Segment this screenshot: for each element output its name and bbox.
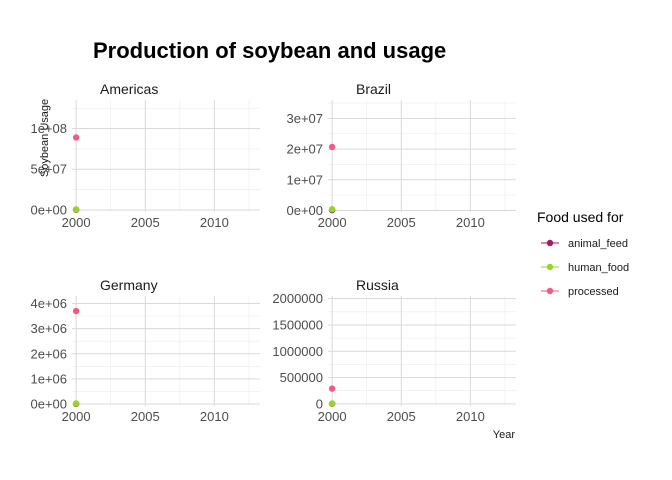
facet-panel-russia: 2000 2005 2010 0 500000 1000000 1500000 2000000… bbox=[272, 277, 516, 424]
x-tick-label: 2005 bbox=[131, 215, 160, 230]
facet-panel-americas: 2000 2005 2010 0e+00 5e+07 1e+08 Americas bbox=[30, 81, 260, 230]
data-point-processed bbox=[72, 307, 80, 315]
y-tick-label: 3e+06 bbox=[30, 321, 67, 336]
legend-item-processed: processed bbox=[541, 286, 619, 298]
y-tick-label: 500000 bbox=[280, 370, 323, 385]
x-tick-label: 2010 bbox=[200, 409, 229, 424]
y-tick-label: 1500000 bbox=[272, 317, 323, 332]
y-tick-label: 1e+08 bbox=[30, 121, 67, 136]
facet-title: Brazil bbox=[356, 81, 391, 97]
legend-item-animal_feed: animal_feed bbox=[541, 238, 628, 250]
x-axis-label: Year bbox=[493, 429, 516, 441]
legend-key-point bbox=[546, 287, 554, 295]
legend: Food used for animal_feed human_foodproce… bbox=[537, 209, 629, 298]
x-tick-label: 2005 bbox=[387, 215, 416, 230]
data-point-processed bbox=[328, 143, 336, 151]
x-tick-label: 2005 bbox=[387, 409, 416, 424]
data-point-processed bbox=[72, 134, 80, 141]
chart-title: Production of soybean and usage bbox=[93, 38, 446, 63]
y-axis-label: Soybean Usage bbox=[39, 99, 51, 177]
facet-panel-germany: 2000 2005 2010 0e+00 1e+06 2e+06 3e+06 4e+06 Ger… bbox=[30, 277, 260, 424]
x-tick-label: 2010 bbox=[456, 215, 485, 230]
data-point-human_food bbox=[328, 206, 336, 213]
y-tick-label: 1e+07 bbox=[286, 172, 323, 187]
y-tick-label: 0e+00 bbox=[30, 202, 67, 217]
y-tick-label: 2e+06 bbox=[30, 346, 67, 361]
legend-label: processed bbox=[568, 286, 619, 298]
x-tick-label: 2010 bbox=[200, 215, 229, 230]
y-tick-label: 1e+06 bbox=[30, 371, 67, 386]
legend-key-point bbox=[546, 239, 554, 247]
facet-title: Russia bbox=[356, 277, 399, 293]
y-tick-label: 0 bbox=[316, 396, 323, 411]
facet-title: Germany bbox=[100, 277, 158, 293]
x-tick-label: 2005 bbox=[131, 409, 160, 424]
data-point-human_food bbox=[72, 206, 80, 213]
legend-label: human_food bbox=[568, 262, 629, 274]
data-point-processed bbox=[328, 385, 336, 392]
y-tick-label: 5e+07 bbox=[30, 162, 67, 177]
y-tick-label: 2e+07 bbox=[286, 142, 323, 157]
y-tick-label: 4e+06 bbox=[30, 296, 67, 311]
y-tick-label: 0e+00 bbox=[286, 203, 323, 218]
data-point-human_food bbox=[328, 400, 336, 407]
x-tick-label: 2010 bbox=[456, 409, 485, 424]
legend-item-human_food: human_food bbox=[541, 262, 629, 274]
y-tick-label: 2000000 bbox=[272, 291, 323, 306]
facet-panel-brazil: 2000 2005 2010 0e+00 1e+07 2e+07 3e+07 Brazil bbox=[286, 81, 516, 230]
legend-title: Food used for bbox=[537, 209, 624, 225]
x-tick-label: 2000 bbox=[318, 409, 347, 424]
facet-title: Americas bbox=[100, 81, 158, 97]
y-tick-label: 3e+07 bbox=[286, 111, 323, 126]
y-tick-label: 0e+00 bbox=[30, 396, 67, 411]
y-tick-label: 1000000 bbox=[272, 344, 323, 359]
x-tick-label: 2000 bbox=[318, 215, 347, 230]
x-tick-label: 2000 bbox=[62, 409, 91, 424]
legend-key-point bbox=[546, 263, 554, 271]
legend-label: animal_feed bbox=[568, 238, 628, 250]
data-point-human_food bbox=[72, 400, 80, 407]
x-tick-label: 2000 bbox=[62, 215, 91, 230]
